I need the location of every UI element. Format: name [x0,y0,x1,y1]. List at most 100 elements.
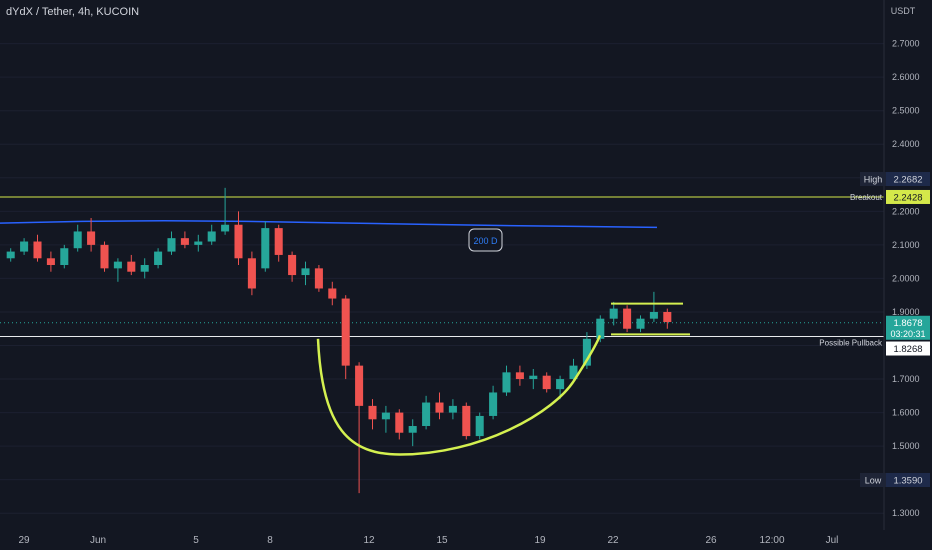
y-tick-label: 2.4000 [892,139,920,149]
ma-annotation-box [468,228,503,252]
pullback-tag-label: Possible Pullback [819,339,883,348]
low-tag-box [886,473,930,487]
candle-body [274,228,283,255]
candle-body [261,228,270,269]
candle-body [73,231,82,249]
candle-body [221,224,230,232]
candle-body [314,268,323,289]
y-tick-label: 2.0000 [892,273,920,283]
cup-pattern [316,334,602,456]
candle-body [515,372,524,380]
x-tick-label: Jun [90,535,106,546]
chart-title: dYdX / Tether, 4h, KUCOIN [6,6,140,18]
candle-body [20,241,29,252]
y-tick-label: 2.1000 [892,240,920,250]
candle-body [355,365,364,406]
x-tick-label: Jul [826,535,839,546]
y-tick-label: 1.7000 [892,374,920,384]
high-tag-value: 2.2682 [893,175,922,186]
candle-body [381,412,390,420]
candle-body [60,248,69,265]
ma-annotation-label: 200 D [473,236,498,246]
candle-body [341,298,350,366]
candle-body [368,405,377,420]
candle-body [328,288,337,299]
candle-body [489,392,498,416]
pattern-shapes: 200 D [316,228,690,456]
candle-body [623,308,632,329]
candle-body [33,241,42,259]
candle-body [569,365,578,380]
candle-body [435,402,444,413]
candle-body [167,238,176,252]
breakout-tag-value: 2.2428 [893,192,922,203]
x-tick-label: 26 [705,535,717,546]
x-tick-label: 15 [436,535,448,546]
y-unit-label: USDT [891,6,916,16]
low-tag-box [860,473,886,487]
candle-body [194,241,203,245]
candle-body [207,231,216,242]
current-tag-value: 1.8678 [893,318,922,329]
candle-body [636,318,645,329]
x-tick-label: 12 [363,535,375,546]
x-tick-label: 19 [534,535,546,546]
high-tag-box [860,172,886,186]
ma200-line [0,219,658,229]
x-tick-label: 29 [18,535,30,546]
low-tag-value: 1.3590 [893,476,922,487]
candle-body [609,308,618,319]
candles [6,187,672,494]
candle-body [100,244,109,269]
y-tick-label: 2.7000 [892,39,920,49]
candle-body [6,251,15,259]
y-tick-label: 1.5000 [892,441,920,451]
current-tag-countdown: 03:20:31 [890,329,925,339]
y-tick-label: 1.6000 [892,408,920,418]
candle-body [529,375,538,380]
y-tick-label: 2.5000 [892,106,920,116]
breakout-tag-label: Breakout [850,193,883,202]
candle-body [46,258,55,265]
candle-body [649,311,658,319]
candle-body [180,238,189,245]
candle-body [663,311,672,323]
x-tick-label: 5 [193,535,199,546]
y-tick-label: 1.3000 [892,508,920,518]
pullback-tag-box [886,341,930,356]
candle-body [247,258,256,289]
grid [0,43,884,514]
y-tick-label: 1.9000 [892,307,920,317]
candle-body [87,231,96,245]
x-tick-label: 22 [607,535,619,546]
candle-body [113,261,122,269]
candle-body [542,375,551,390]
candle-body [422,402,431,427]
y-tick-label: 2.6000 [892,72,920,82]
current-tag-box [886,315,930,340]
candle-body [556,379,565,390]
candle-body [596,318,605,339]
candle-body [408,426,417,433]
candle-body [448,405,457,413]
candle-body [288,254,297,276]
candle-body [301,268,310,276]
breakout-tag-box [886,189,930,204]
high-tag-label: High [864,175,883,185]
x-tick-label: 8 [267,535,273,546]
candle-body [154,251,163,265]
y-tick-label: 2.2000 [892,206,920,216]
pullback-tag-value: 1.8268 [893,344,922,355]
level-lines [0,196,884,338]
time-axis: 29 Jun 5 8 12 15 19 22 26 12:00 Jul [18,535,838,546]
candle-body [475,415,484,437]
low-tag-label: Low [865,476,882,486]
candle-body [395,412,404,433]
high-tag-box [886,172,930,186]
candle-body [127,261,136,272]
x-tick-label: 12:00 [759,535,784,546]
candle-body [502,372,511,393]
candle-body [234,224,243,259]
